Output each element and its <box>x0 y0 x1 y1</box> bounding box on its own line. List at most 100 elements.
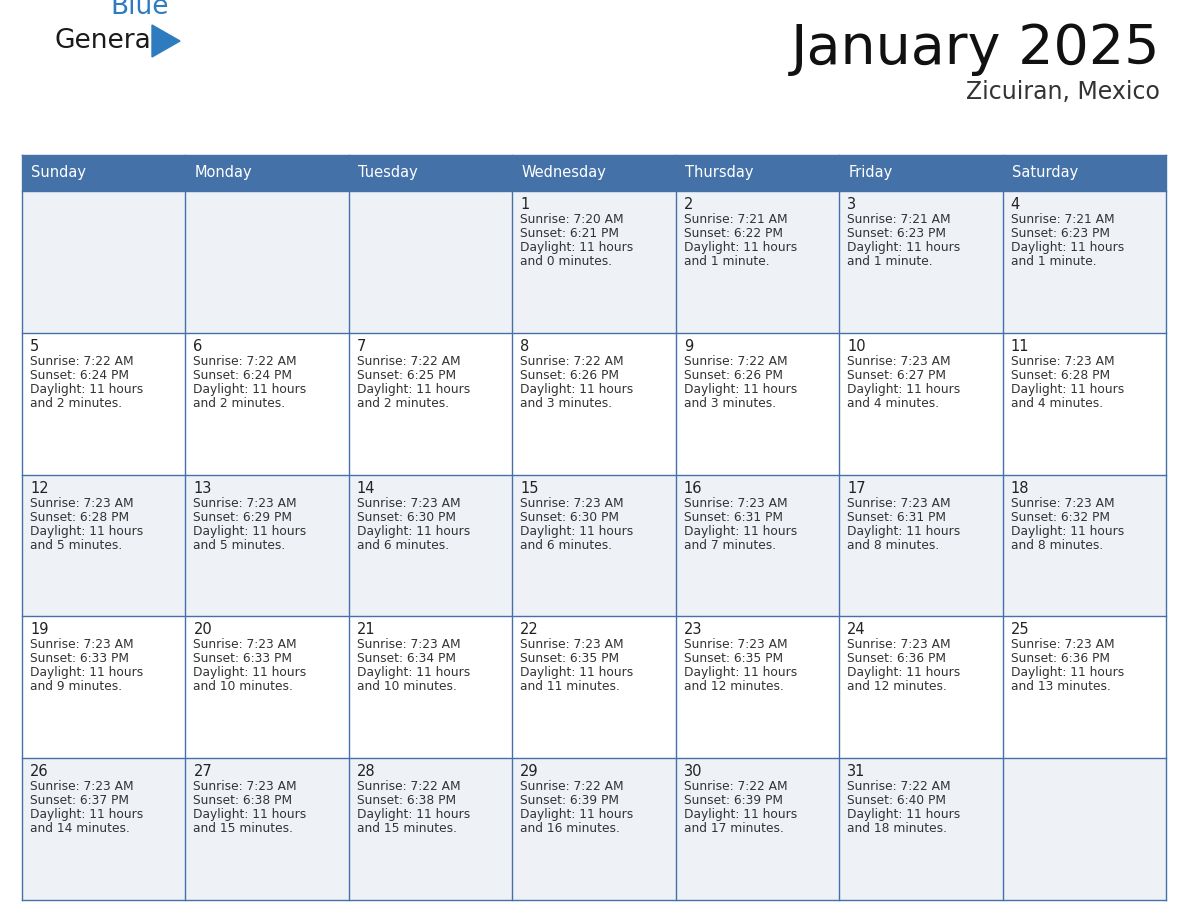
Bar <box>512 333 676 475</box>
Text: Sunset: 6:38 PM: Sunset: 6:38 PM <box>356 794 456 807</box>
Text: Sunset: 6:28 PM: Sunset: 6:28 PM <box>30 510 129 523</box>
Bar <box>185 155 349 191</box>
Text: Daylight: 11 hours: Daylight: 11 hours <box>30 383 144 396</box>
Bar <box>512 758 676 900</box>
Text: Sunrise: 7:23 AM: Sunrise: 7:23 AM <box>356 638 461 652</box>
Text: Sunrise: 7:23 AM: Sunrise: 7:23 AM <box>30 780 133 793</box>
Text: Sunset: 6:26 PM: Sunset: 6:26 PM <box>684 369 783 382</box>
Text: and 16 minutes.: and 16 minutes. <box>520 823 620 835</box>
Text: Daylight: 11 hours: Daylight: 11 hours <box>520 241 633 254</box>
Text: 11: 11 <box>1011 339 1029 353</box>
Text: Sunset: 6:26 PM: Sunset: 6:26 PM <box>520 369 619 382</box>
Bar <box>349 155 512 191</box>
Text: Daylight: 11 hours: Daylight: 11 hours <box>194 524 307 538</box>
Bar <box>1003 616 1165 758</box>
Text: and 0 minutes.: and 0 minutes. <box>520 255 612 268</box>
Text: and 4 minutes.: and 4 minutes. <box>1011 397 1102 409</box>
Text: Sunrise: 7:23 AM: Sunrise: 7:23 AM <box>30 638 133 652</box>
Text: Sunset: 6:21 PM: Sunset: 6:21 PM <box>520 227 619 240</box>
Bar <box>839 155 1003 191</box>
Text: 27: 27 <box>194 764 213 779</box>
Text: Daylight: 11 hours: Daylight: 11 hours <box>520 383 633 396</box>
Bar <box>676 191 839 333</box>
Text: 2: 2 <box>684 197 693 212</box>
Bar <box>1003 155 1165 191</box>
Text: 18: 18 <box>1011 481 1029 496</box>
Bar <box>185 758 349 900</box>
Text: Daylight: 11 hours: Daylight: 11 hours <box>356 383 470 396</box>
Bar <box>1003 475 1165 616</box>
Text: Sunset: 6:32 PM: Sunset: 6:32 PM <box>1011 510 1110 523</box>
Bar <box>839 616 1003 758</box>
Text: Sunset: 6:39 PM: Sunset: 6:39 PM <box>520 794 619 807</box>
Text: Daylight: 11 hours: Daylight: 11 hours <box>194 808 307 822</box>
Text: and 8 minutes.: and 8 minutes. <box>1011 539 1102 552</box>
Text: Daylight: 11 hours: Daylight: 11 hours <box>356 666 470 679</box>
Text: and 2 minutes.: and 2 minutes. <box>356 397 449 409</box>
Bar <box>23 333 185 475</box>
Bar <box>839 758 1003 900</box>
Text: and 6 minutes.: and 6 minutes. <box>356 539 449 552</box>
Bar <box>349 475 512 616</box>
Text: and 5 minutes.: and 5 minutes. <box>194 539 285 552</box>
Text: Daylight: 11 hours: Daylight: 11 hours <box>847 241 960 254</box>
Text: 13: 13 <box>194 481 211 496</box>
Text: Sunset: 6:40 PM: Sunset: 6:40 PM <box>847 794 946 807</box>
Text: and 7 minutes.: and 7 minutes. <box>684 539 776 552</box>
Text: 1: 1 <box>520 197 530 212</box>
Bar <box>512 475 676 616</box>
Text: Sunrise: 7:22 AM: Sunrise: 7:22 AM <box>356 354 461 368</box>
Text: Sunrise: 7:21 AM: Sunrise: 7:21 AM <box>847 213 950 226</box>
Text: Sunset: 6:23 PM: Sunset: 6:23 PM <box>847 227 946 240</box>
Bar <box>23 475 185 616</box>
Text: and 4 minutes.: and 4 minutes. <box>847 397 940 409</box>
Text: 24: 24 <box>847 622 866 637</box>
Text: and 3 minutes.: and 3 minutes. <box>684 397 776 409</box>
Text: Sunrise: 7:23 AM: Sunrise: 7:23 AM <box>30 497 133 509</box>
Text: 29: 29 <box>520 764 539 779</box>
Text: 25: 25 <box>1011 622 1029 637</box>
Text: Wednesday: Wednesday <box>522 165 606 181</box>
Text: and 1 minute.: and 1 minute. <box>1011 255 1097 268</box>
Bar <box>185 333 349 475</box>
Text: Sunset: 6:22 PM: Sunset: 6:22 PM <box>684 227 783 240</box>
Text: 16: 16 <box>684 481 702 496</box>
Text: and 11 minutes.: and 11 minutes. <box>520 680 620 693</box>
Bar <box>349 616 512 758</box>
Bar <box>676 155 839 191</box>
Text: Daylight: 11 hours: Daylight: 11 hours <box>684 383 797 396</box>
Bar <box>839 191 1003 333</box>
Text: Daylight: 11 hours: Daylight: 11 hours <box>1011 666 1124 679</box>
Text: and 8 minutes.: and 8 minutes. <box>847 539 940 552</box>
Text: 7: 7 <box>356 339 366 353</box>
Text: and 18 minutes.: and 18 minutes. <box>847 823 947 835</box>
Text: and 5 minutes.: and 5 minutes. <box>30 539 122 552</box>
Text: 9: 9 <box>684 339 693 353</box>
Text: Daylight: 11 hours: Daylight: 11 hours <box>684 524 797 538</box>
Text: Sunset: 6:39 PM: Sunset: 6:39 PM <box>684 794 783 807</box>
Text: Sunrise: 7:23 AM: Sunrise: 7:23 AM <box>847 497 950 509</box>
Text: Daylight: 11 hours: Daylight: 11 hours <box>684 241 797 254</box>
Text: and 10 minutes.: and 10 minutes. <box>194 680 293 693</box>
Text: Friday: Friday <box>848 165 892 181</box>
Text: Sunrise: 7:22 AM: Sunrise: 7:22 AM <box>684 354 788 368</box>
Text: Sunset: 6:31 PM: Sunset: 6:31 PM <box>684 510 783 523</box>
Text: Sunrise: 7:22 AM: Sunrise: 7:22 AM <box>30 354 133 368</box>
Bar <box>23 616 185 758</box>
Text: Sunset: 6:34 PM: Sunset: 6:34 PM <box>356 653 456 666</box>
Text: Daylight: 11 hours: Daylight: 11 hours <box>194 383 307 396</box>
Text: Blue: Blue <box>110 0 169 20</box>
Text: Sunset: 6:35 PM: Sunset: 6:35 PM <box>684 653 783 666</box>
Bar <box>839 333 1003 475</box>
Text: and 1 minute.: and 1 minute. <box>847 255 933 268</box>
Text: Sunset: 6:24 PM: Sunset: 6:24 PM <box>194 369 292 382</box>
Text: Sunrise: 7:23 AM: Sunrise: 7:23 AM <box>520 638 624 652</box>
Text: and 2 minutes.: and 2 minutes. <box>30 397 122 409</box>
Text: 26: 26 <box>30 764 49 779</box>
Text: and 14 minutes.: and 14 minutes. <box>30 823 129 835</box>
Text: Daylight: 11 hours: Daylight: 11 hours <box>684 808 797 822</box>
Text: Sunrise: 7:23 AM: Sunrise: 7:23 AM <box>684 497 788 509</box>
Text: 31: 31 <box>847 764 866 779</box>
Text: 20: 20 <box>194 622 213 637</box>
Bar <box>839 475 1003 616</box>
